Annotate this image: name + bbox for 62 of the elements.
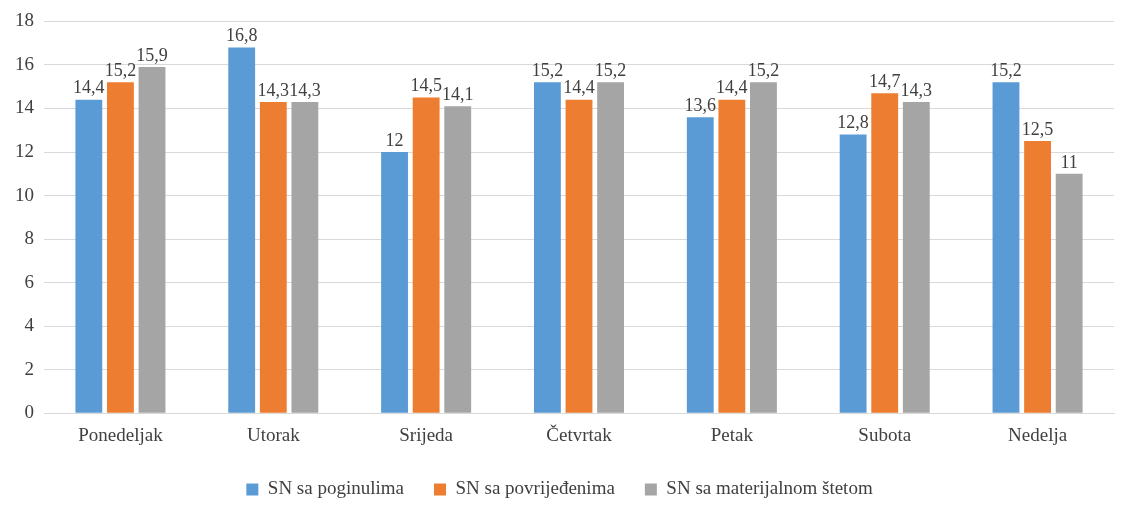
bar xyxy=(686,117,714,413)
bar xyxy=(533,82,561,413)
y-tick-label: 14 xyxy=(15,96,35,118)
bar xyxy=(718,99,746,413)
legend-label: SN sa povrijeđenima xyxy=(455,477,616,499)
bar xyxy=(381,152,408,413)
data-label: 14,1 xyxy=(441,84,474,105)
bar xyxy=(565,99,593,413)
bar xyxy=(259,101,287,413)
data-label: 13,6 xyxy=(684,94,717,115)
data-label: 14,4 xyxy=(563,77,595,98)
y-tick-label: 6 xyxy=(24,270,34,292)
data-label: 14,4 xyxy=(716,77,748,98)
data-label: 15,2 xyxy=(747,60,780,81)
x-tick-label: Petak xyxy=(710,423,754,445)
bar xyxy=(444,106,472,413)
y-tick-label: 10 xyxy=(15,183,34,205)
legend-label: SN sa materijalnom štetom xyxy=(666,477,873,499)
bar xyxy=(412,97,440,413)
data-label: 11 xyxy=(1060,151,1078,172)
data-label: 12,5 xyxy=(1021,118,1054,139)
x-tick-label: Ponedeljak xyxy=(78,423,164,445)
y-tick-label: 18 xyxy=(15,9,34,31)
data-label: 15,2 xyxy=(531,60,564,81)
data-label: 12,8 xyxy=(837,112,869,133)
data-label: 15,2 xyxy=(990,60,1022,81)
data-label: 15,2 xyxy=(104,60,137,81)
x-tick-label: Subota xyxy=(858,423,912,445)
x-tick-label: Nedelja xyxy=(1008,423,1068,445)
data-label: 15,2 xyxy=(594,60,627,81)
bar xyxy=(750,82,777,413)
data-label: 15,9 xyxy=(136,44,168,65)
bar xyxy=(871,93,899,413)
bar xyxy=(228,47,256,413)
bar xyxy=(597,82,625,413)
data-label: 14,5 xyxy=(410,75,442,96)
data-label: 12 xyxy=(385,129,404,150)
bar xyxy=(839,134,867,413)
y-tick-label: 4 xyxy=(24,314,35,336)
data-label: 14,4 xyxy=(73,77,105,98)
y-tick-label: 12 xyxy=(15,139,34,161)
y-tick-label: 2 xyxy=(24,357,34,379)
bar xyxy=(138,67,166,413)
bar xyxy=(1024,141,1051,413)
data-label: 14,3 xyxy=(289,79,321,100)
bar xyxy=(75,99,103,413)
data-label: 14,3 xyxy=(257,79,290,100)
data-label: 14,7 xyxy=(868,70,901,91)
y-tick-label: 16 xyxy=(15,52,34,74)
bar xyxy=(107,82,134,413)
bar xyxy=(291,101,319,413)
x-tick-label: Utorak xyxy=(246,423,301,445)
y-tick-label: 8 xyxy=(24,227,34,249)
data-label: 14,3 xyxy=(900,79,933,100)
y-tick-label: 0 xyxy=(24,401,34,423)
bar xyxy=(902,101,930,413)
legend-label: SN sa poginulima xyxy=(267,477,405,499)
x-tick-label: Četvrtak xyxy=(546,423,613,445)
x-tick-label: Srijeda xyxy=(399,423,454,445)
bar xyxy=(992,82,1020,413)
data-label: 16,8 xyxy=(225,25,258,46)
bar xyxy=(1055,173,1083,413)
